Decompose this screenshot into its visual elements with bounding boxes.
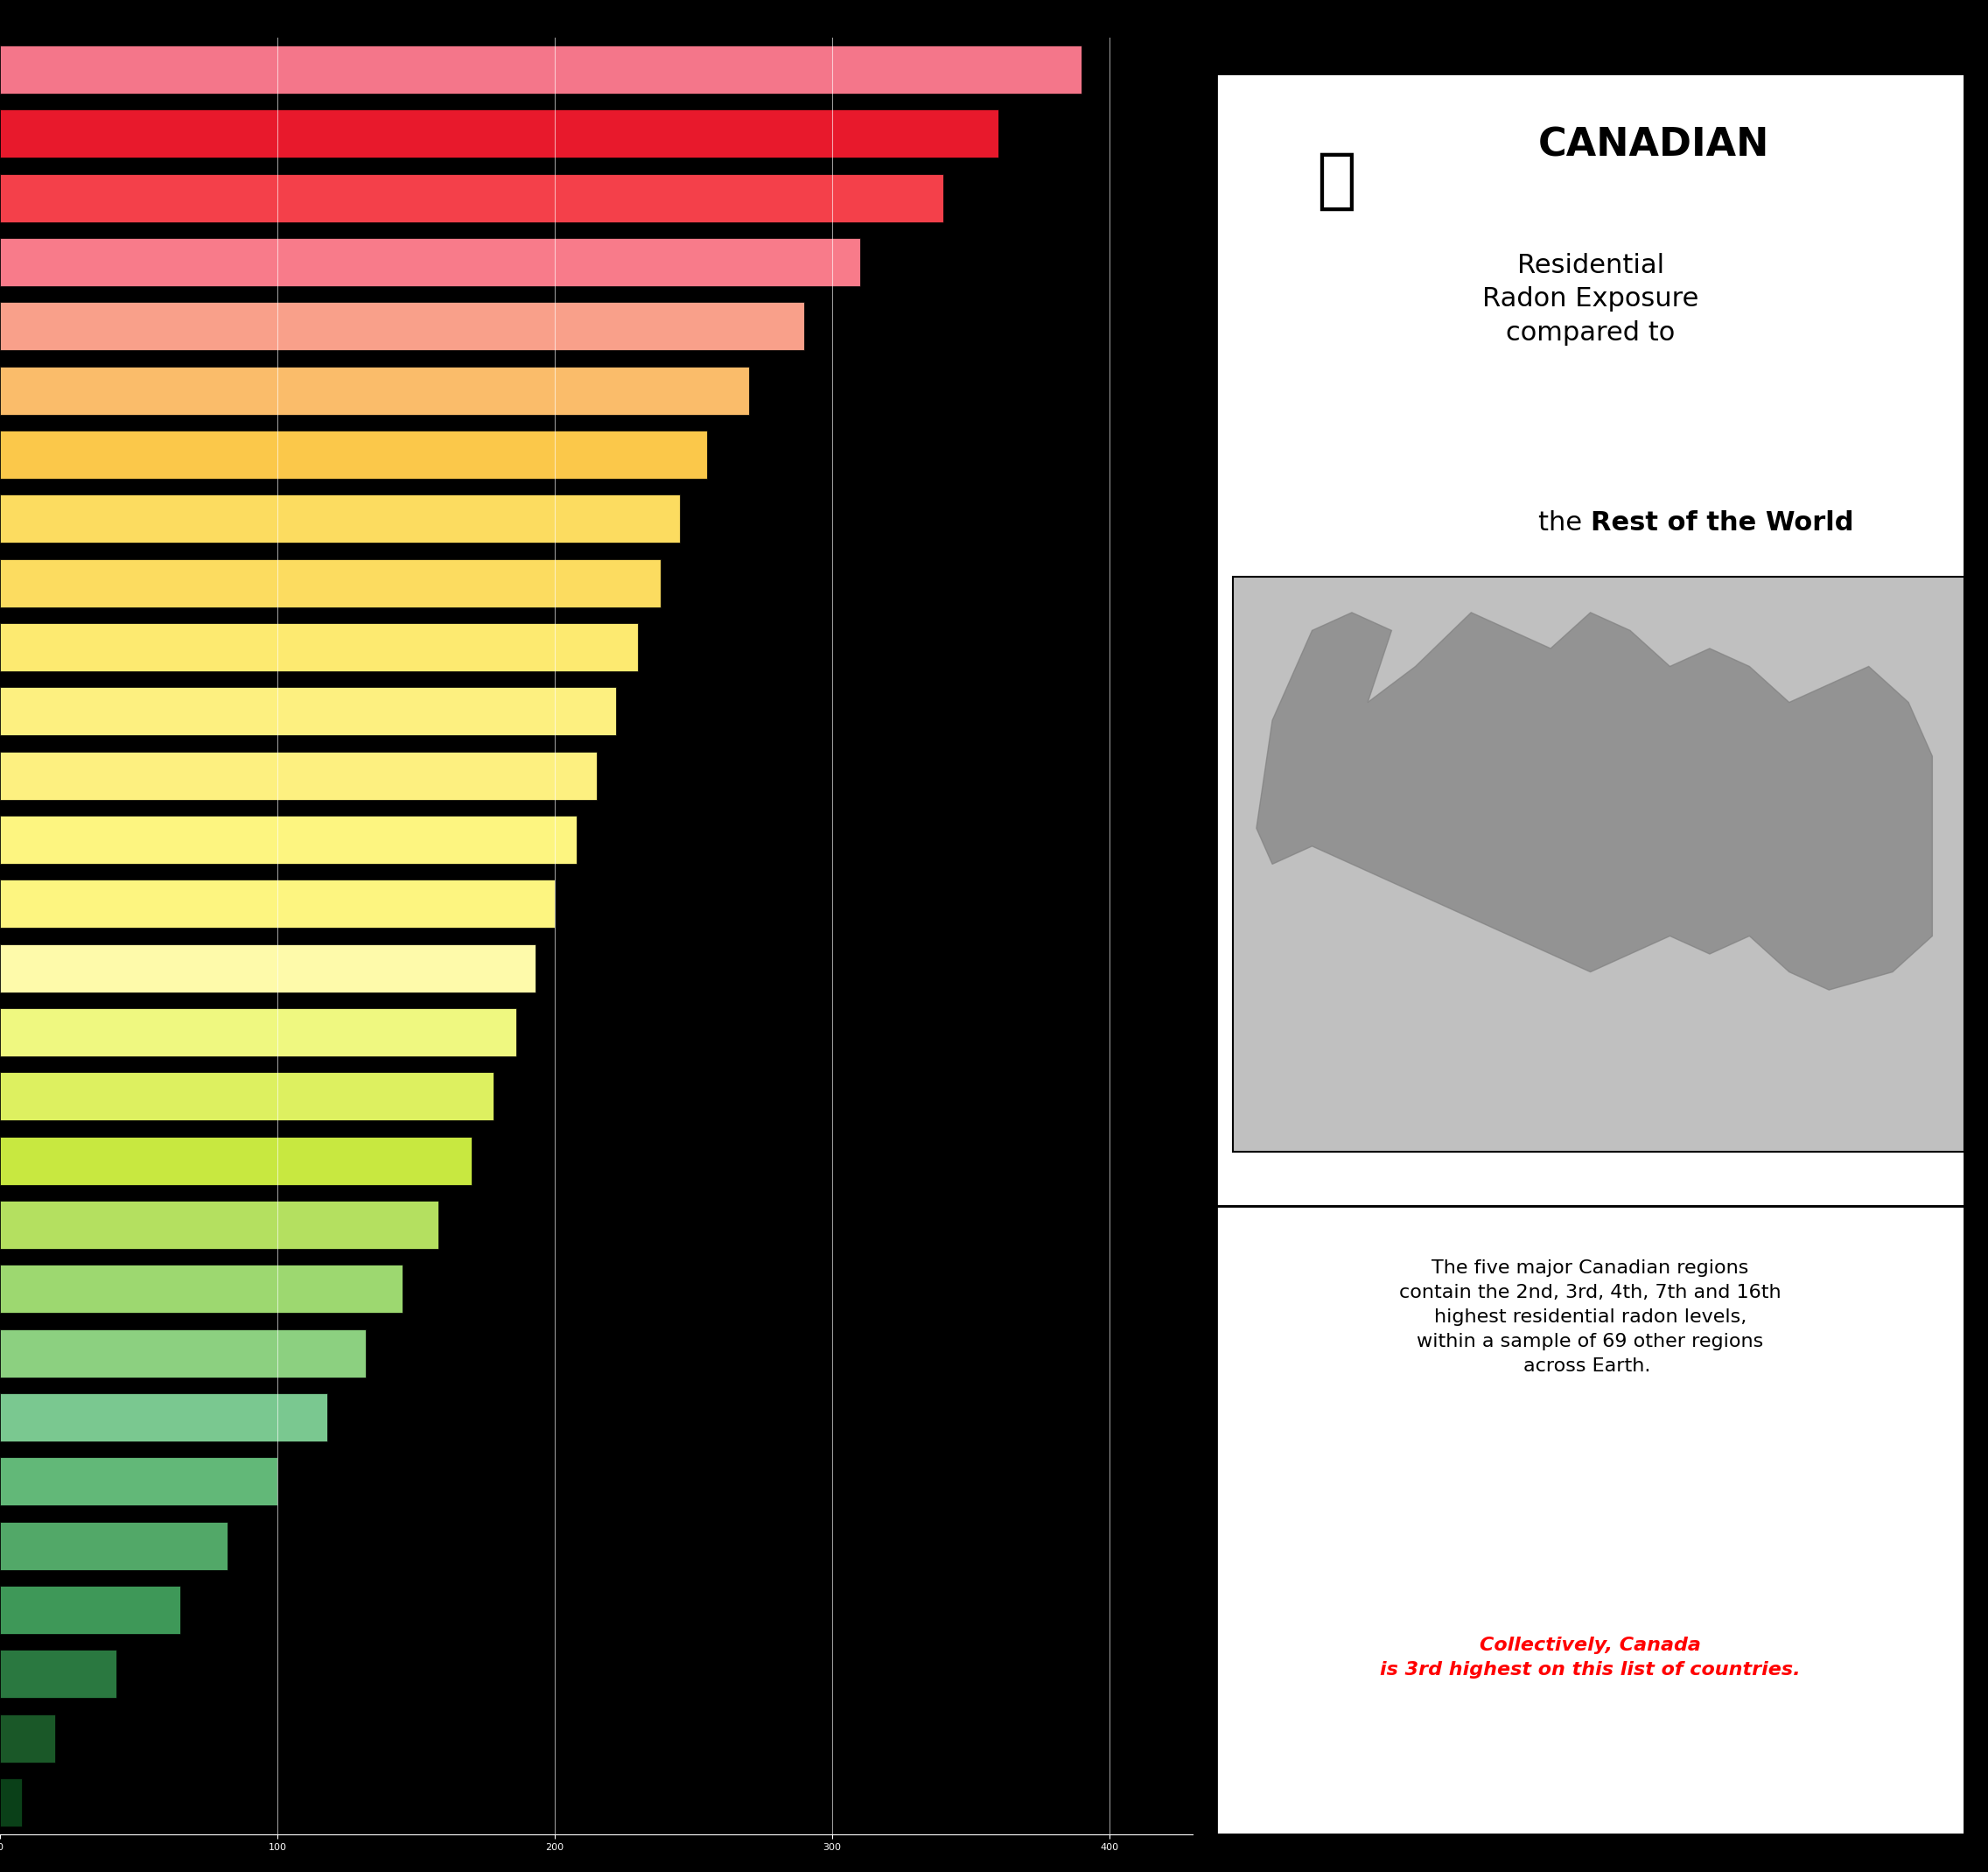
Bar: [0, 174, 942, 223]
Polygon shape: [1256, 612, 1932, 990]
Bar: [0, 1329, 366, 1378]
Bar: [0, 1200, 437, 1249]
Text: the: the: [1539, 509, 1590, 535]
Bar: [0, 1393, 328, 1441]
Bar: [0, 1522, 227, 1571]
Bar: [0, 45, 1081, 94]
Bar: [0, 1778, 22, 1827]
Bar: [0, 1136, 471, 1185]
Bar: [0, 110, 998, 157]
Bar: [0, 1009, 517, 1056]
FancyBboxPatch shape: [1217, 1206, 1964, 1835]
Text: Collectively, Canada
is 3rd highest on this list of countries.: Collectively, Canada is 3rd highest on t…: [1380, 1636, 1801, 1679]
Bar: [0, 1586, 181, 1634]
Bar: [0, 301, 805, 350]
Text: Rest of the World: Rest of the World: [1590, 509, 1853, 535]
Bar: [0, 1715, 56, 1762]
Text: The five major Canadian regions
contain the 2nd, 3rd, 4th, 7th and 16th
highest : The five major Canadian regions contain …: [1400, 1260, 1781, 1376]
Text: 🍁: 🍁: [1316, 150, 1356, 213]
Text: CANADIAN: CANADIAN: [1539, 127, 1769, 165]
Bar: [0, 1649, 117, 1698]
Bar: [0, 1073, 493, 1121]
Bar: [0, 367, 749, 414]
Bar: [0, 751, 596, 799]
Bar: [0, 431, 708, 479]
Bar: [0, 1458, 278, 1505]
Bar: [0, 1265, 402, 1312]
FancyBboxPatch shape: [1217, 73, 1964, 1206]
Bar: [0, 560, 660, 607]
Text: Residential
Radon Exposure
compared to: Residential Radon Exposure compared to: [1483, 253, 1698, 344]
Bar: [0, 623, 638, 672]
Bar: [0, 687, 616, 736]
Bar: [0, 943, 535, 992]
FancyBboxPatch shape: [1233, 577, 1964, 1151]
Bar: [0, 238, 861, 286]
Bar: [0, 494, 680, 543]
Bar: [0, 880, 555, 929]
Bar: [0, 816, 577, 863]
